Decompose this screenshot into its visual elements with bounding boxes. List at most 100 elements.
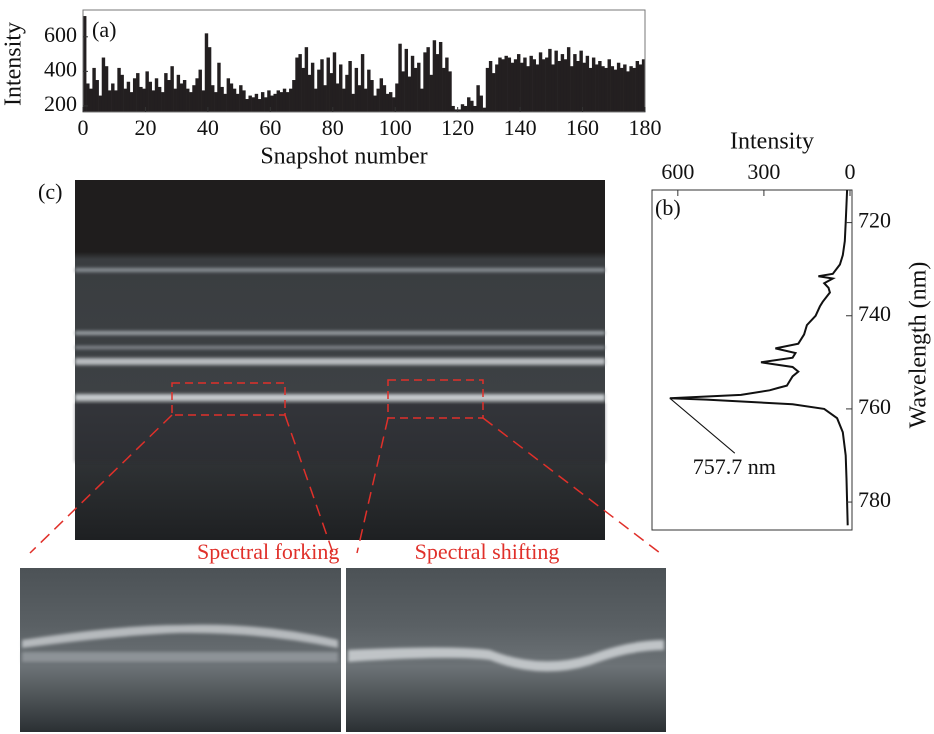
x-tick-label: 600 xyxy=(661,159,694,184)
bar xyxy=(410,55,415,112)
bar xyxy=(482,107,487,112)
bar xyxy=(438,41,443,113)
bar xyxy=(413,67,418,112)
y-tick-label: 760 xyxy=(858,394,891,419)
bar xyxy=(120,74,124,112)
bar xyxy=(326,57,330,112)
bar xyxy=(304,47,309,112)
bar xyxy=(504,55,508,112)
x-tick-label: 300 xyxy=(747,159,780,184)
bar xyxy=(111,83,115,112)
bar xyxy=(204,33,209,112)
bar xyxy=(132,78,137,112)
annotation: 757.7 nm xyxy=(693,454,776,479)
bar xyxy=(86,83,90,112)
bar xyxy=(623,64,627,112)
bar xyxy=(320,59,324,112)
bar xyxy=(142,88,146,112)
bar xyxy=(485,67,490,112)
x-tick-label: 20 xyxy=(134,115,156,140)
bar xyxy=(398,43,402,112)
bar xyxy=(145,71,149,112)
bar xyxy=(92,67,96,112)
bar xyxy=(182,80,187,112)
bar xyxy=(232,88,237,112)
bar xyxy=(392,97,396,112)
bar xyxy=(248,95,252,112)
bar xyxy=(563,59,568,112)
bar xyxy=(214,92,218,112)
bar xyxy=(354,67,359,112)
bar xyxy=(351,93,355,112)
spectral-bands xyxy=(75,268,605,462)
bar xyxy=(388,92,393,112)
inset-forking xyxy=(20,568,341,732)
bar xyxy=(382,85,387,112)
bar xyxy=(220,86,224,112)
bar xyxy=(498,57,502,112)
bar xyxy=(470,100,474,112)
bar xyxy=(473,105,477,112)
bar xyxy=(551,64,555,112)
bar xyxy=(541,59,546,112)
bar xyxy=(207,47,212,112)
bar xyxy=(136,73,140,112)
x-tick-label: 40 xyxy=(197,115,219,140)
bar xyxy=(379,78,384,112)
bar xyxy=(348,61,352,112)
bar xyxy=(257,99,262,112)
bar xyxy=(254,93,259,112)
bar xyxy=(632,67,636,112)
bar xyxy=(588,67,593,112)
bar xyxy=(251,97,256,112)
bar xyxy=(376,88,380,112)
x-tick-label: 120 xyxy=(441,115,474,140)
y-tick-label: 780 xyxy=(858,487,891,512)
bar xyxy=(610,66,615,112)
plot-frame xyxy=(651,189,853,531)
plot-frame xyxy=(82,9,646,113)
bar xyxy=(342,88,346,112)
bar xyxy=(170,66,174,112)
bar xyxy=(239,85,243,112)
bar xyxy=(317,69,321,112)
bar xyxy=(114,90,118,112)
bar xyxy=(329,73,334,112)
bar xyxy=(189,92,193,112)
y-tick-label: 720 xyxy=(858,208,891,233)
bar xyxy=(507,57,512,112)
bar xyxy=(395,83,399,112)
bar xyxy=(463,105,468,112)
bar xyxy=(279,92,284,112)
bar xyxy=(566,47,571,112)
bar xyxy=(157,86,162,112)
bar xyxy=(582,62,586,112)
y-tick-label: 200 xyxy=(44,91,77,116)
panel-label: (a) xyxy=(92,17,116,42)
bar xyxy=(638,64,643,112)
bar xyxy=(345,74,349,112)
bar xyxy=(264,97,268,112)
bar xyxy=(554,50,558,112)
bar xyxy=(229,83,234,112)
bar xyxy=(364,88,368,112)
bar xyxy=(104,66,109,112)
bar xyxy=(98,95,103,112)
bar xyxy=(167,80,171,112)
bar xyxy=(607,59,611,112)
bar xyxy=(454,109,458,112)
bar xyxy=(117,67,121,112)
x-tick-label: 0 xyxy=(844,159,855,184)
bar xyxy=(492,73,496,112)
bar xyxy=(273,93,277,112)
bar xyxy=(139,86,143,112)
bar xyxy=(429,74,433,112)
bar xyxy=(179,83,184,112)
bar xyxy=(173,88,177,112)
inset-label: Spectral shifting xyxy=(415,539,560,564)
annotation-leader xyxy=(669,397,736,454)
bar xyxy=(310,62,315,112)
bar xyxy=(367,69,371,112)
bar xyxy=(176,74,181,112)
